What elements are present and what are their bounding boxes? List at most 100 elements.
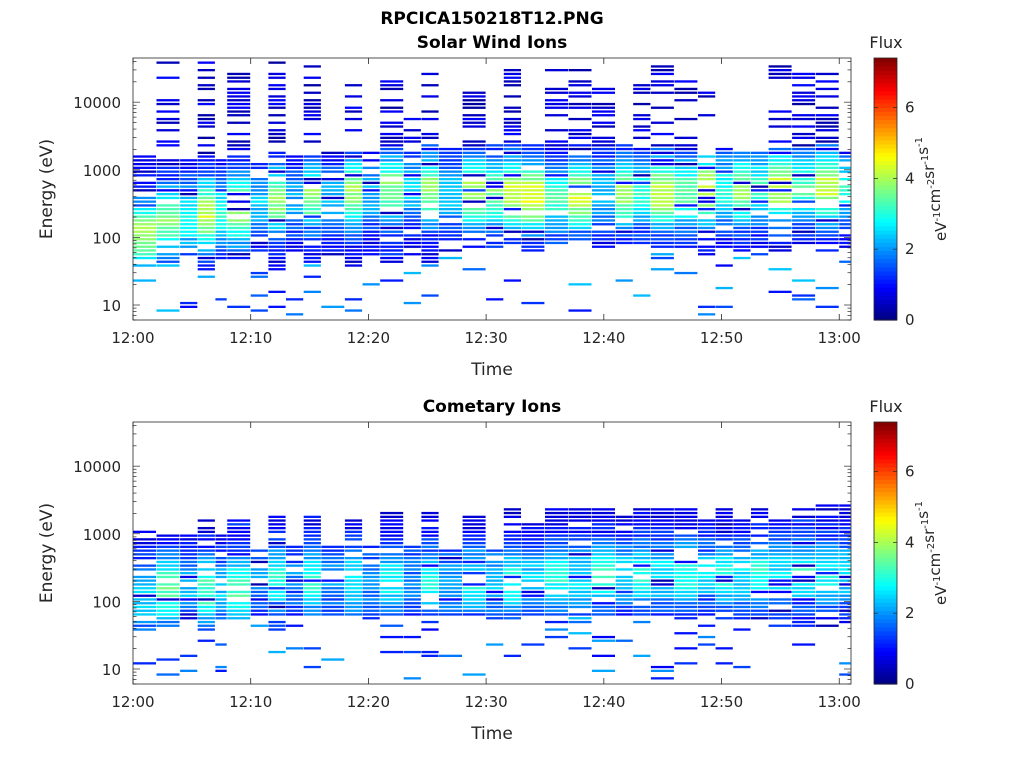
heatmap-cell xyxy=(227,178,251,181)
heatmap-cell xyxy=(344,159,363,162)
heatmap-cell xyxy=(421,590,439,594)
heatmap-cell xyxy=(380,159,404,162)
heatmap-cell xyxy=(344,204,363,207)
colorbar-segment xyxy=(874,123,897,129)
heatmap-cell xyxy=(674,204,698,207)
heatmap-cell xyxy=(421,650,439,654)
heatmap-column xyxy=(215,534,227,672)
heatmap-cell xyxy=(545,147,568,151)
heatmap-cell xyxy=(768,530,792,533)
heatmap-cell xyxy=(768,617,792,620)
heatmap-cell xyxy=(362,208,380,211)
colorbar-segment xyxy=(874,78,897,84)
heatmap-cell xyxy=(751,178,769,181)
heatmap-cell xyxy=(133,549,156,552)
heatmap-cell xyxy=(421,245,439,248)
heatmap-cell xyxy=(286,579,304,582)
heatmap-cell xyxy=(227,181,251,184)
heatmap-cell xyxy=(768,226,792,230)
heatmap-cell xyxy=(303,159,321,162)
colorbar-segment xyxy=(874,667,897,673)
heatmap-cell xyxy=(344,110,363,113)
heatmap-column xyxy=(633,508,651,657)
colorbar-segment xyxy=(874,176,897,182)
heatmap-cell xyxy=(321,234,345,237)
heatmap-cell xyxy=(815,174,839,177)
colorbar-segment xyxy=(874,524,897,530)
heatmap-cell xyxy=(250,590,268,594)
heatmap-cell xyxy=(268,260,286,263)
heatmap-cell xyxy=(815,530,839,533)
heatmap-cell xyxy=(592,523,615,526)
heatmap-column xyxy=(268,61,286,308)
heatmap-cell xyxy=(792,72,816,76)
heatmap-cell xyxy=(362,253,380,256)
heatmap-cell xyxy=(250,602,268,605)
heatmap-cell xyxy=(521,542,545,545)
heatmap-cell xyxy=(545,519,568,522)
heatmap-cell xyxy=(344,178,363,181)
heatmap-cell xyxy=(321,658,345,661)
heatmap-column xyxy=(403,117,421,305)
heatmap-cell xyxy=(197,275,215,278)
heatmap-cell xyxy=(768,174,792,177)
heatmap-cell xyxy=(133,590,156,594)
heatmap-cell xyxy=(303,260,321,263)
heatmap-cell xyxy=(715,189,733,192)
heatmap-cell xyxy=(751,226,769,230)
heatmap-cell xyxy=(250,189,268,192)
heatmap-cell xyxy=(180,305,198,308)
heatmap-cell xyxy=(792,151,816,154)
heatmap-cell xyxy=(303,170,321,173)
heatmap-cell xyxy=(421,189,439,192)
heatmap-cell xyxy=(180,196,198,200)
heatmap-cell xyxy=(303,76,321,79)
heatmap-cell xyxy=(439,211,462,215)
heatmap-cell xyxy=(486,549,504,552)
heatmap-cell xyxy=(839,519,851,522)
heatmap-cell xyxy=(268,587,286,590)
heatmap-cell xyxy=(792,84,816,87)
heatmap-cell xyxy=(839,260,851,263)
heatmap-cell xyxy=(156,234,180,237)
heatmap-cell xyxy=(197,174,215,177)
heatmap-cell xyxy=(768,572,792,575)
heatmap-cell xyxy=(421,208,439,211)
heatmap-cell xyxy=(633,545,651,548)
heatmap-cell xyxy=(380,215,404,218)
heatmap-cell xyxy=(650,605,674,609)
heatmap-cell xyxy=(521,590,545,594)
heatmap-cell xyxy=(486,181,504,184)
heatmap-cell xyxy=(180,602,198,605)
heatmap-cell xyxy=(156,204,180,207)
heatmap-cell xyxy=(227,155,251,158)
heatmap-cell xyxy=(733,151,751,154)
heatmap-cell xyxy=(568,557,592,560)
heatmap-cell xyxy=(815,193,839,196)
heatmap-cell xyxy=(227,95,251,98)
colorbar-tick-label: 6 xyxy=(905,99,915,117)
heatmap-cell xyxy=(815,219,839,222)
heatmap-cell xyxy=(344,253,363,256)
heatmap-cell xyxy=(568,568,592,571)
heatmap-cell xyxy=(815,196,839,200)
heatmap-cell xyxy=(768,219,792,222)
heatmap-cell xyxy=(227,238,251,241)
heatmap-cell xyxy=(650,594,674,597)
heatmap-cell xyxy=(380,204,404,207)
colorbar-segment xyxy=(874,279,897,284)
heatmap-cell xyxy=(344,245,363,248)
heatmap-cell xyxy=(751,590,769,594)
heatmap-cell xyxy=(698,114,716,117)
heatmap-cell xyxy=(268,163,286,166)
heatmap-cell xyxy=(403,572,421,575)
heatmap-cell xyxy=(698,590,716,594)
x-axis-label: Time xyxy=(470,360,513,380)
heatmap-cell xyxy=(521,170,545,173)
heatmap-cell xyxy=(403,163,421,166)
heatmap-cell xyxy=(521,163,545,166)
heatmap-cell xyxy=(439,204,462,207)
heatmap-cell xyxy=(268,264,286,267)
heatmap-cell xyxy=(197,114,215,117)
heatmap-cell xyxy=(545,200,568,203)
